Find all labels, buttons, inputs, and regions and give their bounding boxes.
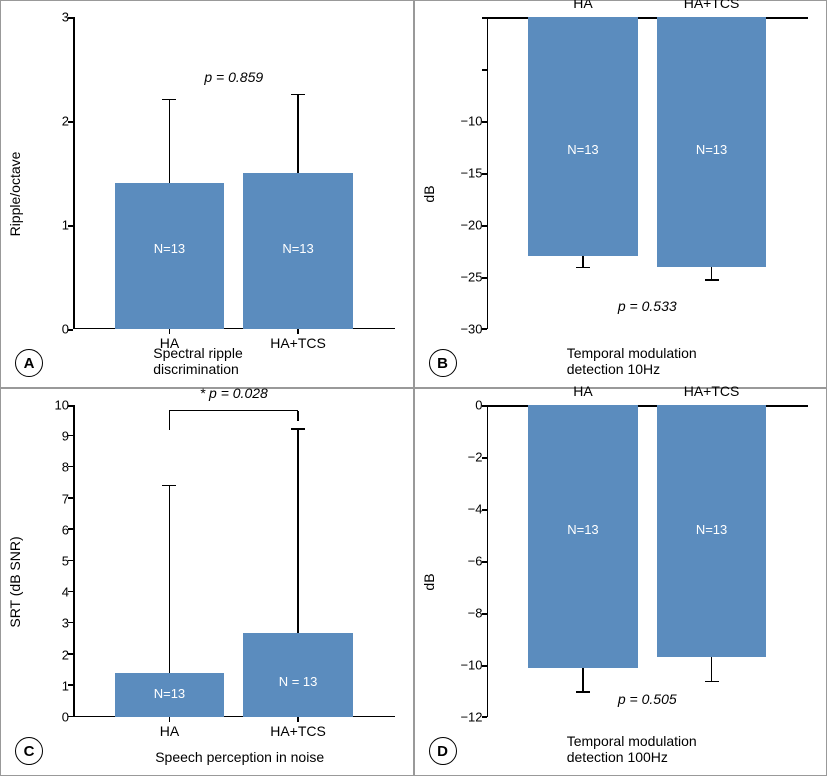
panel-letter: A <box>15 349 43 377</box>
y-tick-label: −12 <box>455 710 483 725</box>
chart-area: N=13 N = 13 * p = 0.028 HA HA+TCS <box>73 405 395 717</box>
panel-letter: C <box>15 737 43 765</box>
panel-b: dB 0 −5 −10 −15 −20 −25 −30 N=13 <box>414 0 827 388</box>
panel-c: SRT (dB SNR) 0 1 2 3 4 5 6 7 8 9 10 <box>0 388 414 776</box>
chart-area: N=13 N=13 p = 0.533 HA HA+TCS <box>487 17 809 329</box>
p-value-text: p = 0.533 <box>618 298 677 314</box>
sig-bracket <box>297 411 299 420</box>
panel-a: Ripple/octave 0 1 2 3 N=13 N=13 <box>0 0 414 388</box>
y-tick-label: 6 <box>49 522 69 537</box>
x-cat-label: HA <box>573 383 592 399</box>
sig-bracket <box>169 410 298 412</box>
y-tick-label: −15 <box>455 166 483 181</box>
x-cat-label: HA+TCS <box>684 0 740 11</box>
y-tick-label: 2 <box>49 647 69 662</box>
y-tick-label: −30 <box>455 322 483 337</box>
y-tick-label: 0 <box>49 710 69 725</box>
y-axis-title: dB <box>421 185 437 202</box>
x-axis-title: Temporal modulation detection 10Hz <box>567 345 740 377</box>
y-tick-label: 3 <box>49 616 69 631</box>
bar-ha <box>528 17 637 256</box>
p-value-text: p = 0.505 <box>618 691 677 707</box>
y-tick-label: −2 <box>455 449 483 464</box>
x-cat-label: HA <box>573 0 592 11</box>
x-cat-label: HA+TCS <box>270 723 326 739</box>
x-cat-label: HA <box>160 723 179 739</box>
y-tick-label: 7 <box>49 491 69 506</box>
y-tick-label: −10 <box>455 113 483 128</box>
bar-ha <box>115 183 224 329</box>
y-tick-label: 10 <box>49 398 69 413</box>
n-label: N=13 <box>154 241 185 256</box>
chart-area: N=13 N=13 p = 0.859 HA HA+TCS <box>73 17 395 329</box>
y-tick-label: 2 <box>49 113 69 128</box>
y-tick-label: 1 <box>49 217 69 232</box>
y-tick-label: 4 <box>49 585 69 600</box>
n-label: N = 13 <box>279 674 318 689</box>
y-axis-title: dB <box>421 573 437 590</box>
panel-letter: D <box>429 737 457 765</box>
n-label: N=13 <box>696 142 727 157</box>
x-axis-title: Temporal modulation detection 100Hz <box>567 733 740 765</box>
y-axis-title: SRT (dB SNR) <box>7 536 23 627</box>
y-tick-label: 5 <box>49 554 69 569</box>
y-tick-label: −20 <box>455 217 483 232</box>
y-tick-label: 0 <box>49 322 69 337</box>
y-tick-label: 3 <box>49 10 69 25</box>
y-tick-label: 8 <box>49 460 69 475</box>
chart-area: N=13 N=13 p = 0.505 HA HA+TCS <box>487 405 809 717</box>
y-axis-line <box>73 405 75 717</box>
y-tick-label: 1 <box>49 678 69 693</box>
n-label: N=13 <box>567 142 598 157</box>
panel-letter: B <box>429 349 457 377</box>
y-axis-line <box>73 17 75 329</box>
panel-d: dB 0 −2 −4 −6 −8 −10 −12 N=13 <box>414 388 827 776</box>
x-axis-title: Spectral ripple discrimination <box>153 345 326 377</box>
y-tick-label: −8 <box>455 605 483 620</box>
y-axis-line <box>487 405 489 717</box>
y-tick-label: −4 <box>455 501 483 516</box>
x-cat-label: HA+TCS <box>684 383 740 399</box>
n-label: N=13 <box>154 686 185 701</box>
p-value-text: p = 0.859 <box>204 69 263 85</box>
n-label: N=13 <box>567 522 598 537</box>
n-label: N=13 <box>282 241 313 256</box>
figure-grid: Ripple/octave 0 1 2 3 N=13 N=13 <box>0 0 827 776</box>
y-tick-label: −25 <box>455 270 483 285</box>
y-tick-label: 0 <box>455 398 483 413</box>
x-axis-title: Speech perception in noise <box>155 749 324 765</box>
y-tick-label: 9 <box>49 429 69 444</box>
sig-bracket <box>169 411 171 430</box>
y-tick-label: −6 <box>455 554 483 569</box>
p-value-text: * p = 0.028 <box>200 385 268 401</box>
n-label: N=13 <box>696 522 727 537</box>
y-tick-label: −10 <box>455 658 483 673</box>
y-axis-title: Ripple/octave <box>7 152 23 237</box>
y-axis-line <box>487 17 489 329</box>
